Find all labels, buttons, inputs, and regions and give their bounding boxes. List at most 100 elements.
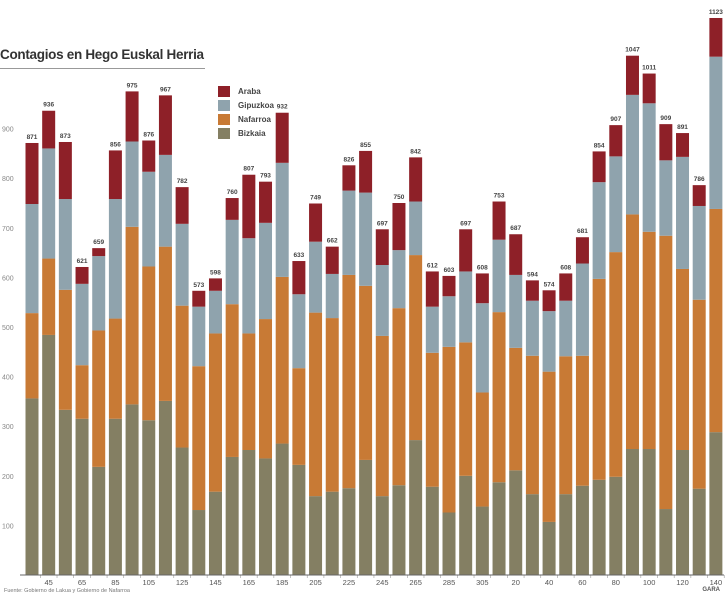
bar-total-label: 753: [494, 193, 505, 200]
bar-segment-araba: [142, 140, 156, 172]
bar-segment-nafarroa: [592, 278, 606, 480]
bar-segment-nafarroa: [75, 365, 89, 419]
bar-segment-araba: [509, 234, 523, 275]
bar-segment-gipuzkoa: [92, 256, 106, 331]
bar-segment-nafarroa: [292, 368, 306, 465]
bar-segment-araba: [292, 261, 306, 295]
bar-segment-araba: [225, 198, 239, 220]
bar-segment-araba: [25, 142, 39, 204]
bar-segment-araba: [542, 290, 556, 312]
bar-segment-araba: [125, 91, 139, 142]
bar-segment-araba: [642, 73, 656, 104]
bar-total-label: 681: [577, 228, 588, 235]
legend-swatch-gipuzkoa: [218, 99, 230, 111]
bar-segment-nafarroa: [542, 371, 556, 522]
bar-segment-bizkaia: [659, 509, 673, 575]
bar-segment-gipuzkoa: [192, 306, 206, 367]
bar-segment-bizkaia: [108, 418, 122, 575]
x-tick-label: 80: [612, 578, 620, 587]
bar-segment-gipuzkoa: [676, 156, 690, 269]
bar-segment-gipuzkoa: [459, 271, 473, 343]
bar-segment-nafarroa: [442, 346, 456, 513]
legend-swatch-araba: [218, 85, 230, 97]
bar-segment-bizkaia: [442, 512, 456, 575]
legend-item-bizkaia: Bizkaia: [218, 126, 274, 140]
bar-total-label: 1011: [642, 65, 656, 72]
bar-segment-araba: [158, 95, 172, 155]
x-tick-label: 305: [476, 578, 489, 587]
y-tick-label: 400: [2, 375, 14, 382]
bar-segment-bizkaia: [692, 488, 706, 575]
bar-segment-nafarroa: [359, 285, 373, 460]
bar-segment-gipuzkoa: [659, 160, 673, 236]
bar-segment-bizkaia: [542, 521, 556, 575]
bar-segment-araba: [259, 181, 273, 223]
bar-segment-bizkaia: [359, 459, 373, 575]
bar-segment-nafarroa: [142, 266, 156, 421]
y-tick-label: 600: [2, 275, 14, 282]
bar-segment-araba: [325, 246, 339, 274]
bar-segment-gipuzkoa: [142, 171, 156, 267]
bar-segment-gipuzkoa: [642, 103, 656, 232]
bar-segment-araba: [359, 150, 373, 193]
bar-segment-gipuzkoa: [692, 205, 706, 300]
bar-segment-gipuzkoa: [425, 306, 439, 353]
bar-total-label: 662: [327, 238, 338, 245]
bar-segment-bizkaia: [25, 398, 39, 575]
bar-segment-gipuzkoa: [58, 199, 72, 290]
bar-total-label: 594: [527, 271, 538, 278]
bar-segment-nafarroa: [625, 214, 639, 450]
bar-segment-bizkaia: [158, 400, 172, 575]
bar-segment-araba: [592, 151, 606, 183]
bar-segment-gipuzkoa: [108, 199, 122, 319]
bar-segment-bizkaia: [709, 432, 723, 575]
bar-segment-nafarroa: [108, 318, 122, 419]
bar-segment-nafarroa: [325, 318, 339, 492]
bar-total-label: 807: [243, 166, 254, 173]
bar-segment-nafarroa: [509, 347, 523, 471]
bar-segment-nafarroa: [459, 342, 473, 476]
bar-total-label: 855: [360, 142, 371, 149]
bar-segment-araba: [242, 174, 256, 239]
bar-segment-bizkaia: [242, 450, 256, 575]
bar-total-label: 932: [277, 104, 288, 111]
bar-total-label: 909: [660, 115, 671, 122]
y-tick-label: 200: [2, 474, 14, 481]
bar-total-label: 697: [460, 220, 471, 227]
bar-segment-gipuzkoa: [309, 241, 323, 313]
bar-segment-araba: [425, 271, 439, 307]
bar-segment-gipuzkoa: [442, 296, 456, 347]
bar-segment-bizkaia: [208, 491, 222, 575]
legend-label: Gipuzkoa: [238, 100, 275, 110]
bar-segment-bizkaia: [58, 409, 72, 575]
bar-segment-araba: [676, 133, 690, 157]
bar-segment-araba: [442, 275, 456, 297]
bar-segment-araba: [709, 17, 723, 57]
bar-segment-gipuzkoa: [25, 203, 39, 314]
bar-segment-gipuzkoa: [575, 263, 589, 356]
bar-segment-gipuzkoa: [208, 290, 222, 334]
bar-total-label: 967: [160, 86, 171, 93]
legend: Araba Gipuzkoa Nafarroa Bizkaia: [218, 84, 274, 140]
bar-segment-araba: [659, 124, 673, 161]
bar-segment-nafarroa: [559, 356, 573, 495]
bar-segment-bizkaia: [259, 458, 273, 575]
bar-total-label: 659: [93, 239, 104, 246]
bar-segment-nafarroa: [259, 319, 273, 459]
bar-total-label: 975: [127, 82, 138, 89]
bar-total-label: 826: [343, 156, 354, 163]
bar-segment-bizkaia: [325, 491, 339, 575]
bar-segment-bizkaia: [492, 482, 506, 575]
bar-total-label: 633: [293, 252, 304, 259]
bar-segment-nafarroa: [659, 235, 673, 510]
bar-total-label: 936: [43, 102, 54, 109]
bar-segment-nafarroa: [309, 312, 323, 497]
bar-segment-araba: [309, 203, 323, 242]
bar-segment-nafarroa: [225, 304, 239, 457]
bar-segment-nafarroa: [42, 258, 56, 335]
bar-segment-araba: [342, 165, 356, 191]
legend-item-gipuzkoa: Gipuzkoa: [218, 98, 274, 112]
bar-total-label: 1047: [625, 47, 640, 54]
bar-segment-gipuzkoa: [242, 238, 256, 334]
x-tick-label: 165: [243, 578, 256, 587]
